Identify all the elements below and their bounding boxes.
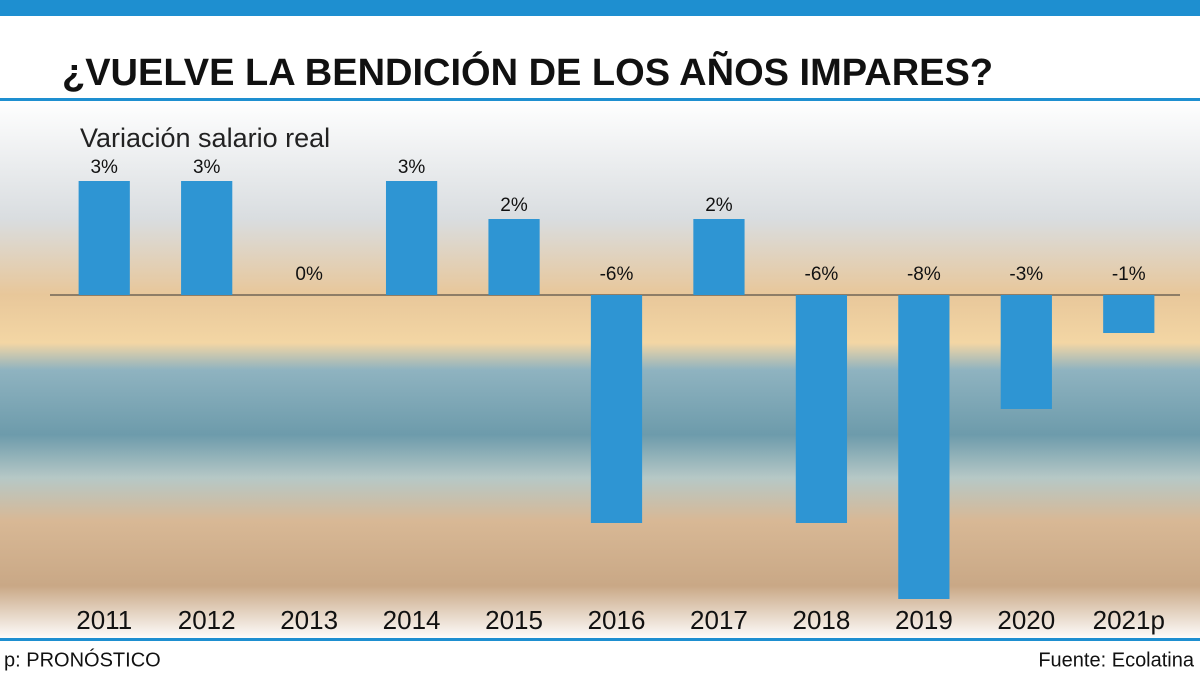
- data-label: 3%: [90, 157, 118, 178]
- bar: [385, 181, 438, 295]
- x-tick-label: 2011: [76, 605, 132, 635]
- data-label: 3%: [398, 157, 426, 178]
- bar: [590, 295, 643, 523]
- data-label: 3%: [193, 157, 221, 178]
- data-label: 0%: [295, 264, 323, 285]
- data-label: -1%: [1112, 264, 1146, 285]
- x-tick-label: 2014: [383, 605, 441, 635]
- chart-title: ¿VUELVE LA BENDICIÓN DE LOS AÑOS IMPARES…: [62, 50, 993, 94]
- data-label: -6%: [600, 264, 634, 285]
- bar: [181, 181, 233, 295]
- top-stripe: [0, 0, 1200, 16]
- x-tick-label: 2017: [690, 605, 748, 635]
- bar: [898, 295, 950, 599]
- x-tick-label: 2018: [792, 605, 850, 635]
- subtitle: Variación salario real: [80, 123, 330, 153]
- source: Fuente: Ecolatina: [1038, 649, 1195, 671]
- note: p: PRONÓSTICO: [4, 648, 161, 671]
- x-tick-label: 2016: [588, 605, 646, 635]
- x-tick-label: 2019: [895, 605, 953, 635]
- bar: [693, 219, 745, 295]
- x-tick-label: 2020: [997, 605, 1055, 635]
- x-tick-label: 2015: [485, 605, 543, 635]
- data-label: -6%: [805, 264, 839, 285]
- title-rule: [0, 98, 1200, 101]
- x-tick-label: 2013: [280, 605, 338, 635]
- bar: [1103, 295, 1155, 333]
- bar: [1000, 295, 1052, 409]
- bar: [78, 181, 130, 295]
- data-label: 2%: [500, 195, 528, 216]
- data-label: -3%: [1009, 264, 1043, 285]
- x-tick-label: 2012: [178, 605, 236, 635]
- bottom-rule: [0, 638, 1200, 641]
- data-label: 2%: [705, 195, 733, 216]
- x-tick-label: 2021p: [1093, 605, 1165, 635]
- bar: [488, 219, 540, 295]
- data-label: -8%: [907, 264, 941, 285]
- bar: [795, 295, 848, 523]
